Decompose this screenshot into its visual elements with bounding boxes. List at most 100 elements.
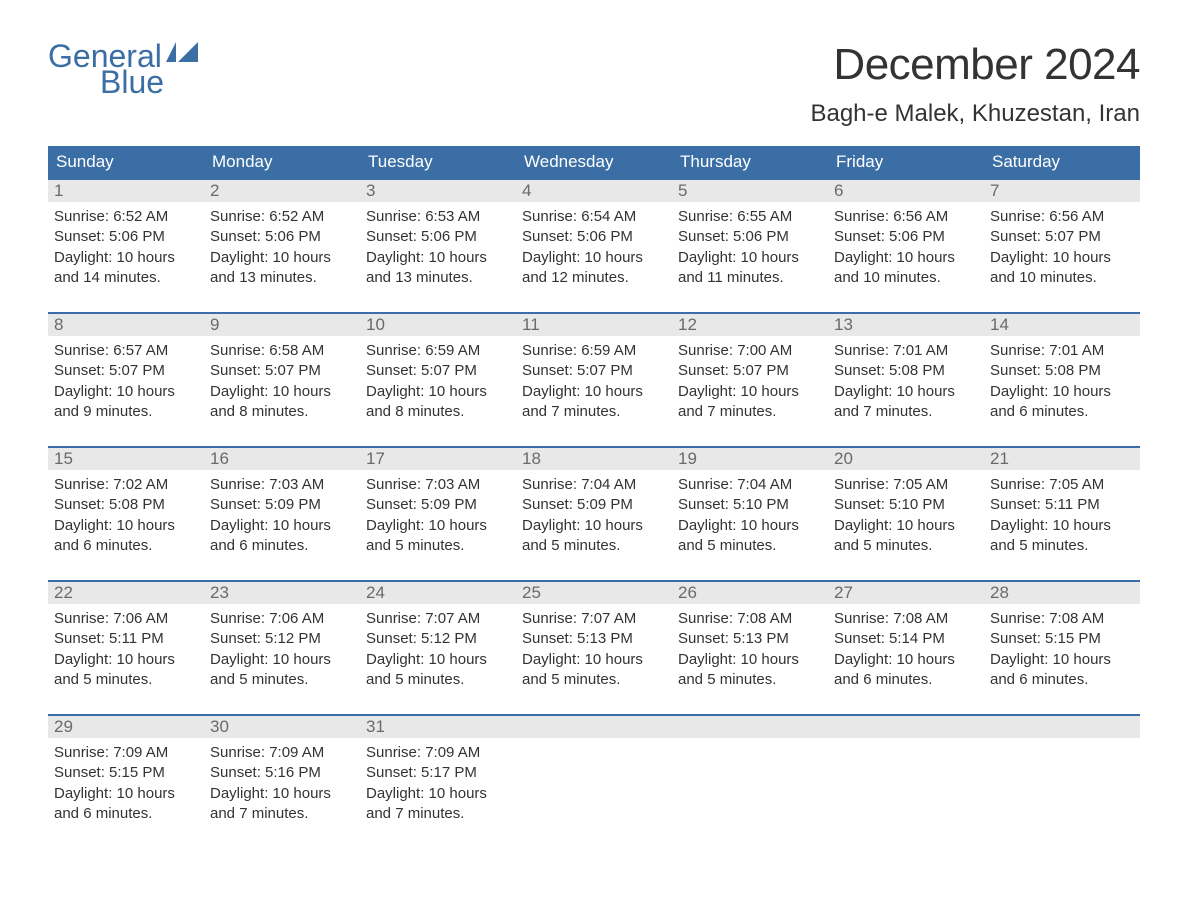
day-sunset: Sunset: 5:10 PM: [678, 495, 822, 515]
day-info: Sunrise: 7:08 AMSunset: 5:14 PMDaylight:…: [828, 604, 984, 692]
day-sunrise: Sunrise: 6:52 AM: [54, 207, 198, 227]
day-number: 16: [204, 448, 360, 470]
day-number: 5: [672, 180, 828, 202]
week-row: 293031Sunrise: 7:09 AMSunset: 5:15 PMDay…: [48, 714, 1140, 826]
day-sunset: Sunset: 5:07 PM: [54, 361, 198, 381]
day-dl1: Daylight: 10 hours: [210, 650, 354, 670]
day-info: Sunrise: 7:05 AMSunset: 5:11 PMDaylight:…: [984, 470, 1140, 558]
day-info: Sunrise: 6:57 AMSunset: 5:07 PMDaylight:…: [48, 336, 204, 424]
day-sunrise: Sunrise: 7:01 AM: [990, 341, 1134, 361]
day-dl2: and 5 minutes.: [210, 670, 354, 690]
day-dl1: Daylight: 10 hours: [522, 650, 666, 670]
day-info: Sunrise: 6:54 AMSunset: 5:06 PMDaylight:…: [516, 202, 672, 290]
day-dl2: and 6 minutes.: [990, 402, 1134, 422]
day-info: Sunrise: 6:58 AMSunset: 5:07 PMDaylight:…: [204, 336, 360, 424]
day-dl2: and 14 minutes.: [54, 268, 198, 288]
day-sunset: Sunset: 5:08 PM: [834, 361, 978, 381]
day-dl2: and 11 minutes.: [678, 268, 822, 288]
day-dl2: and 5 minutes.: [678, 536, 822, 556]
day-dl1: Daylight: 10 hours: [990, 516, 1134, 536]
day-info: Sunrise: 7:02 AMSunset: 5:08 PMDaylight:…: [48, 470, 204, 558]
day-dl1: Daylight: 10 hours: [522, 382, 666, 402]
day-dl2: and 7 minutes.: [834, 402, 978, 422]
day-sunset: Sunset: 5:15 PM: [54, 763, 198, 783]
day-info: [828, 738, 984, 826]
day-dl2: and 7 minutes.: [366, 804, 510, 824]
day-number: 10: [360, 314, 516, 336]
day-number: 17: [360, 448, 516, 470]
day-info: Sunrise: 6:59 AMSunset: 5:07 PMDaylight:…: [360, 336, 516, 424]
week-row: 22232425262728Sunrise: 7:06 AMSunset: 5:…: [48, 580, 1140, 692]
day-number: 31: [360, 716, 516, 738]
day-dl1: Daylight: 10 hours: [366, 650, 510, 670]
day-sunset: Sunset: 5:09 PM: [210, 495, 354, 515]
day-number: 9: [204, 314, 360, 336]
day-info: [672, 738, 828, 826]
day-dl1: Daylight: 10 hours: [834, 248, 978, 268]
day-dl1: Daylight: 10 hours: [678, 248, 822, 268]
day-sunrise: Sunrise: 6:56 AM: [990, 207, 1134, 227]
day-number: 29: [48, 716, 204, 738]
day-dl2: and 10 minutes.: [990, 268, 1134, 288]
day-dl1: Daylight: 10 hours: [522, 248, 666, 268]
day-dl2: and 7 minutes.: [210, 804, 354, 824]
day-info: Sunrise: 6:56 AMSunset: 5:07 PMDaylight:…: [984, 202, 1140, 290]
day-sunrise: Sunrise: 7:08 AM: [678, 609, 822, 629]
location: Bagh-e Malek, Khuzestan, Iran: [810, 100, 1140, 128]
day-sunset: Sunset: 5:06 PM: [366, 227, 510, 247]
day-dl2: and 5 minutes.: [366, 670, 510, 690]
calendar: Sunday Monday Tuesday Wednesday Thursday…: [48, 146, 1140, 826]
day-dl1: Daylight: 10 hours: [210, 516, 354, 536]
week-row: 891011121314Sunrise: 6:57 AMSunset: 5:07…: [48, 312, 1140, 424]
day-sunset: Sunset: 5:07 PM: [366, 361, 510, 381]
day-info-row: Sunrise: 7:06 AMSunset: 5:11 PMDaylight:…: [48, 604, 1140, 692]
day-info: Sunrise: 6:55 AMSunset: 5:06 PMDaylight:…: [672, 202, 828, 290]
day-sunrise: Sunrise: 7:05 AM: [990, 475, 1134, 495]
day-sunset: Sunset: 5:07 PM: [210, 361, 354, 381]
day-info: [984, 738, 1140, 826]
week-row: 15161718192021Sunrise: 7:02 AMSunset: 5:…: [48, 446, 1140, 558]
day-sunset: Sunset: 5:06 PM: [678, 227, 822, 247]
day-sunset: Sunset: 5:10 PM: [834, 495, 978, 515]
day-dl1: Daylight: 10 hours: [54, 248, 198, 268]
day-dl2: and 7 minutes.: [522, 402, 666, 422]
day-dl2: and 12 minutes.: [522, 268, 666, 288]
day-sunset: Sunset: 5:12 PM: [210, 629, 354, 649]
day-info: Sunrise: 7:09 AMSunset: 5:16 PMDaylight:…: [204, 738, 360, 826]
day-info-row: Sunrise: 7:02 AMSunset: 5:08 PMDaylight:…: [48, 470, 1140, 558]
day-number: 26: [672, 582, 828, 604]
day-dl2: and 13 minutes.: [210, 268, 354, 288]
day-number: [828, 716, 984, 738]
day-sunset: Sunset: 5:12 PM: [366, 629, 510, 649]
day-dl2: and 5 minutes.: [522, 670, 666, 690]
weekday-header: Tuesday: [360, 146, 516, 178]
day-sunrise: Sunrise: 7:00 AM: [678, 341, 822, 361]
weekday-header: Friday: [828, 146, 984, 178]
day-number: [516, 716, 672, 738]
day-dl1: Daylight: 10 hours: [210, 382, 354, 402]
day-dl2: and 5 minutes.: [678, 670, 822, 690]
day-sunrise: Sunrise: 6:55 AM: [678, 207, 822, 227]
day-sunset: Sunset: 5:08 PM: [54, 495, 198, 515]
day-number: 18: [516, 448, 672, 470]
header: General Blue December 2024 Bagh-e Malek,…: [48, 40, 1140, 128]
day-info: Sunrise: 7:01 AMSunset: 5:08 PMDaylight:…: [828, 336, 984, 424]
day-info: Sunrise: 7:09 AMSunset: 5:15 PMDaylight:…: [48, 738, 204, 826]
day-dl1: Daylight: 10 hours: [210, 248, 354, 268]
day-sunset: Sunset: 5:16 PM: [210, 763, 354, 783]
day-sunrise: Sunrise: 7:08 AM: [990, 609, 1134, 629]
day-dl2: and 6 minutes.: [990, 670, 1134, 690]
day-number: 21: [984, 448, 1140, 470]
day-info: Sunrise: 7:07 AMSunset: 5:13 PMDaylight:…: [516, 604, 672, 692]
day-number: 4: [516, 180, 672, 202]
day-sunrise: Sunrise: 6:53 AM: [366, 207, 510, 227]
day-sunset: Sunset: 5:06 PM: [834, 227, 978, 247]
day-sunset: Sunset: 5:17 PM: [366, 763, 510, 783]
day-dl1: Daylight: 10 hours: [678, 382, 822, 402]
day-sunrise: Sunrise: 7:03 AM: [366, 475, 510, 495]
day-number: [672, 716, 828, 738]
week-row: 1234567Sunrise: 6:52 AMSunset: 5:06 PMDa…: [48, 178, 1140, 290]
day-number: 13: [828, 314, 984, 336]
day-sunset: Sunset: 5:06 PM: [210, 227, 354, 247]
day-dl2: and 13 minutes.: [366, 268, 510, 288]
